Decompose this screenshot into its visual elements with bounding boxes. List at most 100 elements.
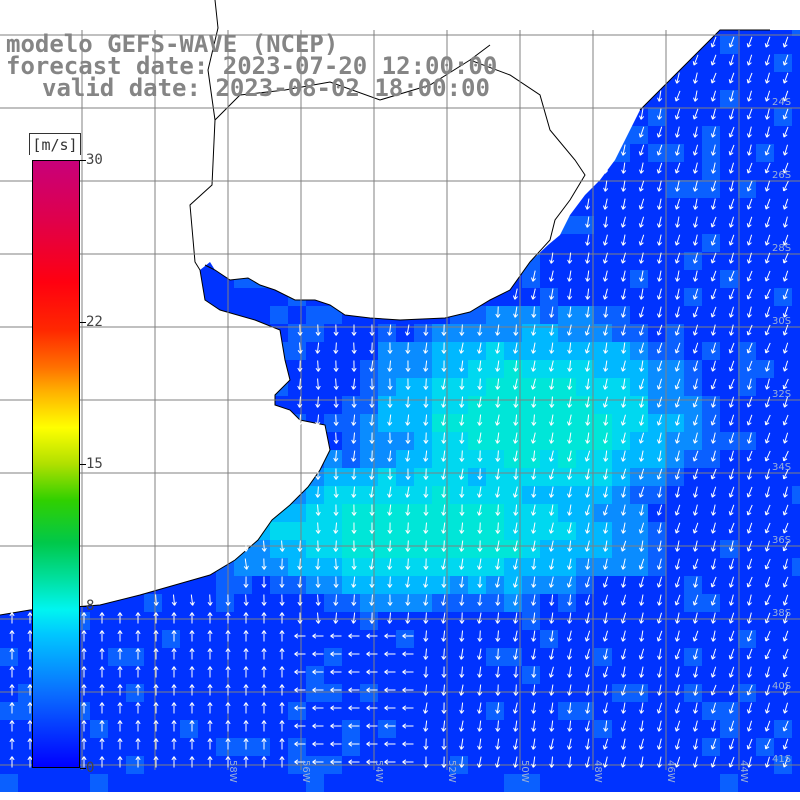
wind-arrow xyxy=(531,684,537,696)
wind-speed-cell xyxy=(414,612,432,630)
wind-speed-cell xyxy=(540,450,558,468)
wind-speed-cell xyxy=(774,612,792,630)
wind-arrow xyxy=(728,504,735,516)
wind-speed-cell xyxy=(144,720,162,738)
wind-speed-cell xyxy=(738,486,756,504)
wind-speed-cell xyxy=(666,270,684,288)
wind-arrow xyxy=(728,684,735,696)
wind-arrow xyxy=(549,630,555,642)
wind-arrow xyxy=(9,702,15,714)
wind-arrow xyxy=(746,468,752,480)
wind-speed-cell xyxy=(720,342,738,360)
wind-speed-cell xyxy=(756,702,774,720)
wind-speed-cell xyxy=(342,342,360,360)
wind-speed-cell xyxy=(468,576,486,594)
wind-speed-cell xyxy=(504,396,522,414)
wind-arrow xyxy=(638,54,645,66)
wind-speed-cell xyxy=(486,738,504,756)
wind-arrow xyxy=(567,540,573,552)
wind-arrow xyxy=(585,684,591,696)
wind-speed-cell xyxy=(738,36,756,54)
wind-arrow xyxy=(279,756,285,768)
wind-arrow xyxy=(513,684,519,696)
wind-arrow xyxy=(81,612,87,624)
wind-speed-cell xyxy=(792,486,800,504)
grid-labels: 58W 56W 54W 52W 50W 48W 46W 44W24S26S28S30S32S3… xyxy=(227,97,791,783)
wind-arrow xyxy=(153,684,159,696)
wind-speed-cell xyxy=(630,450,648,468)
wind-speed-cell xyxy=(450,450,468,468)
wind-speed-cell xyxy=(792,378,800,396)
wind-speed-cell xyxy=(612,468,630,486)
wind-speed-cell xyxy=(162,684,180,702)
wind-speed-cell xyxy=(576,450,594,468)
wind-speed-cell xyxy=(414,450,432,468)
wind-arrow xyxy=(459,558,465,570)
wind-speed-cell xyxy=(774,702,792,720)
wind-arrow xyxy=(620,252,626,264)
wind-speed-cell xyxy=(684,378,702,396)
wind-speed-cell xyxy=(792,252,800,270)
wind-speed-cell xyxy=(612,396,630,414)
wind-speed-cell xyxy=(774,126,792,144)
wind-speed-cell xyxy=(558,540,576,558)
wind-arrow xyxy=(638,324,645,336)
wind-speed-cell xyxy=(342,666,360,684)
wind-arrow xyxy=(315,594,321,606)
wind-arrow xyxy=(674,468,681,480)
wind-speed-cell xyxy=(504,450,522,468)
wind-arrow xyxy=(423,522,429,534)
wind-speed-cell xyxy=(378,360,396,378)
wind-arrow xyxy=(315,558,321,570)
wind-arrow xyxy=(549,504,555,516)
wind-arrow xyxy=(405,504,411,516)
wind-speed-cell xyxy=(558,234,576,252)
wind-arrow xyxy=(261,666,267,678)
wind-speed-cell xyxy=(540,684,558,702)
wind-speed-cell xyxy=(738,252,756,270)
wind-arrow xyxy=(351,612,357,624)
wind-speed-cell xyxy=(540,288,558,306)
wind-speed-cell xyxy=(450,576,468,594)
wind-speed-cell xyxy=(792,540,800,558)
wind-arrow xyxy=(423,324,429,336)
wind-speed-cell xyxy=(792,270,800,288)
wind-speed-cell xyxy=(378,648,396,666)
wind-arrow xyxy=(530,288,536,300)
wind-speed-cell xyxy=(630,684,648,702)
wind-arrow xyxy=(531,360,537,372)
wind-speed-cell xyxy=(342,504,360,522)
wind-speed-cell xyxy=(702,270,720,288)
wind-arrow xyxy=(656,36,662,48)
wind-arrow xyxy=(459,756,465,768)
wind-arrow xyxy=(512,576,518,588)
wind-speed-cell xyxy=(738,378,756,396)
wind-speed-cell xyxy=(522,486,540,504)
wind-speed-cell xyxy=(684,216,702,234)
wind-speed-cell xyxy=(540,378,558,396)
wind-speed-cell xyxy=(612,504,630,522)
wind-arrow xyxy=(764,450,771,462)
wind-arrow xyxy=(387,324,393,336)
wind-arrow xyxy=(621,342,627,354)
wind-speed-cell xyxy=(648,774,666,792)
wind-speed-cell xyxy=(738,54,756,72)
wind-arrow xyxy=(549,306,555,318)
wind-arrow xyxy=(728,54,735,66)
wind-arrow xyxy=(459,414,465,426)
wind-arrow xyxy=(294,651,306,657)
latitude-label: 26S xyxy=(772,170,791,181)
wind-arrow xyxy=(656,306,662,318)
wind-arrow xyxy=(620,630,626,642)
wind-speed-cell xyxy=(108,666,126,684)
wind-arrow xyxy=(423,486,429,498)
wind-speed-cell xyxy=(306,666,324,684)
wind-arrow xyxy=(585,738,591,750)
colorbar-tick-label: 15 xyxy=(86,456,103,472)
wind-speed-cell xyxy=(360,720,378,738)
wind-speed-cell xyxy=(666,774,684,792)
wind-arrow xyxy=(369,576,375,588)
wind-speed-cell xyxy=(522,450,540,468)
wind-speed-cell xyxy=(540,432,558,450)
wind-arrow xyxy=(603,720,609,732)
